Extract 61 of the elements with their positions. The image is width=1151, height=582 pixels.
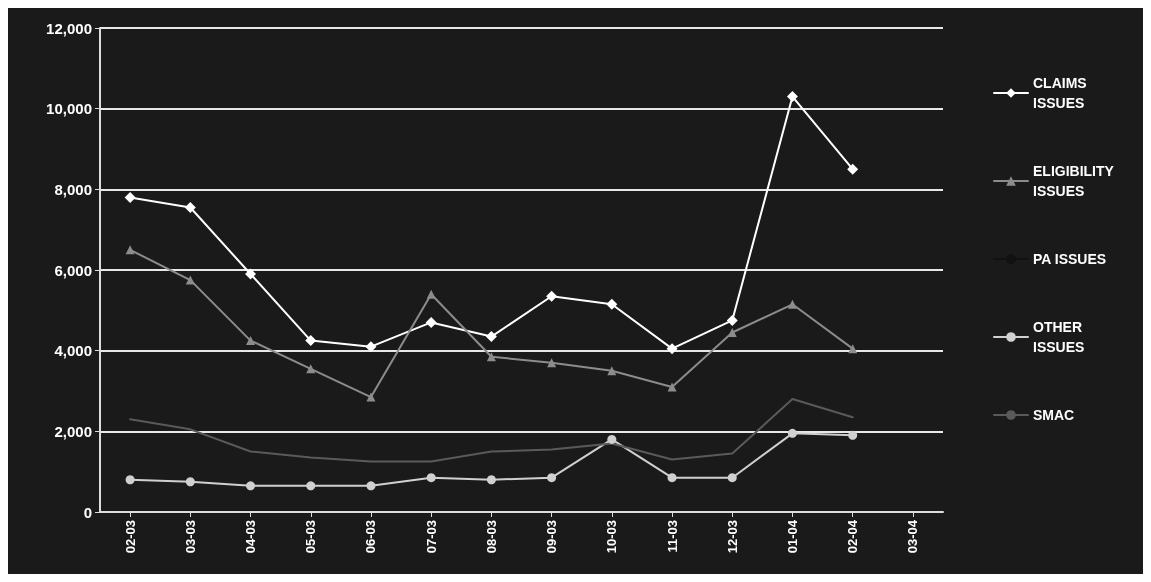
point bbox=[547, 473, 557, 483]
point bbox=[547, 358, 557, 368]
legend-label: CLAIMS ISSUES bbox=[1033, 75, 1091, 111]
point bbox=[306, 481, 316, 491]
point bbox=[486, 352, 496, 362]
point bbox=[365, 341, 377, 353]
point bbox=[366, 481, 376, 491]
x-tick-label: 03-04 bbox=[905, 519, 921, 554]
point bbox=[666, 343, 678, 355]
y-tick-label: 6,000 bbox=[54, 261, 92, 279]
point bbox=[245, 268, 257, 280]
x-tick-label: 10-03 bbox=[604, 520, 620, 554]
y-tick-label: 10,000 bbox=[46, 100, 92, 118]
point bbox=[184, 201, 196, 213]
x-tick-label: 02-04 bbox=[845, 519, 861, 554]
legend-label: ELIGIBILITY ISSUES bbox=[1033, 163, 1118, 199]
point bbox=[486, 475, 496, 485]
point bbox=[125, 475, 135, 485]
y-tick-label: 2,000 bbox=[54, 422, 92, 440]
point bbox=[607, 434, 617, 444]
x-tick-label: 11-03 bbox=[664, 520, 680, 553]
x-tick-label: 05-03 bbox=[303, 520, 319, 554]
x-tick-label: 09-03 bbox=[544, 520, 560, 554]
point bbox=[425, 316, 437, 328]
point bbox=[305, 335, 317, 347]
point bbox=[124, 191, 136, 203]
y-tick-label: 4,000 bbox=[54, 342, 92, 360]
point bbox=[787, 428, 797, 438]
legend-label: PA ISSUES bbox=[1033, 251, 1107, 267]
point bbox=[185, 275, 195, 285]
point bbox=[246, 336, 256, 346]
point bbox=[726, 314, 738, 326]
x-tick-label: 04-03 bbox=[243, 520, 259, 554]
x-tick-label: 03-03 bbox=[182, 520, 198, 554]
point bbox=[246, 481, 256, 491]
point bbox=[786, 91, 798, 103]
point bbox=[667, 473, 677, 483]
point bbox=[606, 298, 618, 310]
legend-label: OTHER ISSUES bbox=[1033, 319, 1086, 355]
line-series bbox=[129, 398, 854, 463]
y-tick-label: 0 bbox=[83, 503, 92, 521]
point bbox=[426, 473, 436, 483]
point bbox=[366, 392, 376, 402]
point bbox=[847, 163, 859, 175]
point bbox=[485, 331, 497, 343]
y-tick-label: 8,000 bbox=[54, 180, 92, 198]
point bbox=[426, 289, 436, 299]
point bbox=[848, 430, 858, 440]
x-tick-label: 06-03 bbox=[363, 520, 379, 554]
point bbox=[848, 344, 858, 354]
point bbox=[185, 477, 195, 487]
x-tick-label: 02-03 bbox=[122, 520, 138, 554]
point bbox=[787, 299, 797, 309]
x-tick-label: 07-03 bbox=[423, 520, 439, 554]
legend-label: SMAC bbox=[1033, 407, 1075, 423]
x-tick-label: 12-03 bbox=[724, 520, 740, 554]
x-tick-label: 01-04 bbox=[784, 519, 800, 554]
x-tick-label: 08-03 bbox=[483, 520, 499, 554]
point bbox=[546, 290, 558, 302]
y-tick-label: 12,000 bbox=[46, 19, 92, 37]
point bbox=[727, 473, 737, 483]
